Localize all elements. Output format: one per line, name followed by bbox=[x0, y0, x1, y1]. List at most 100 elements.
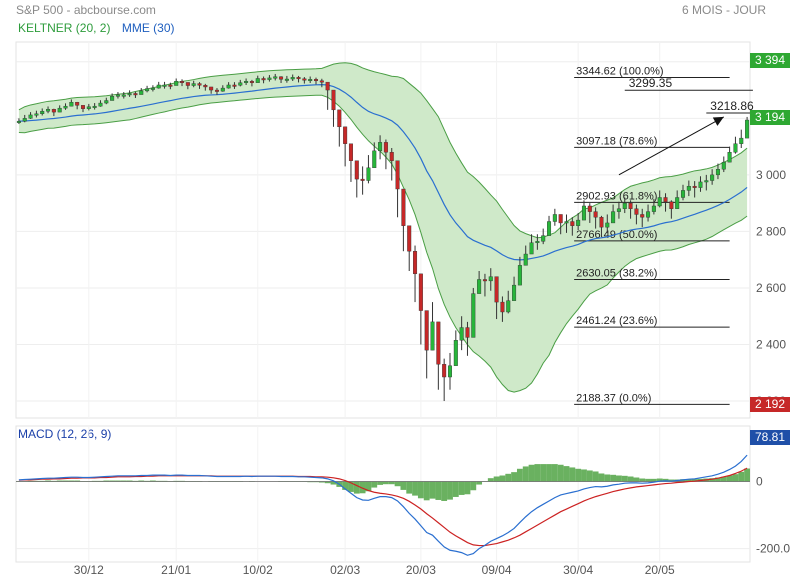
candle-body bbox=[663, 197, 668, 202]
candle-body bbox=[593, 211, 598, 218]
macd-histogram-bar bbox=[429, 481, 436, 499]
candle-body bbox=[92, 105, 97, 108]
candle-body bbox=[180, 81, 185, 83]
macd-histogram-bar bbox=[115, 480, 121, 482]
period-label[interactable]: 6 MOIS - JOUR bbox=[681, 3, 766, 17]
macd-histogram-bar bbox=[342, 481, 349, 490]
candle-body bbox=[576, 219, 581, 226]
trend-arrow-line bbox=[618, 116, 725, 176]
candle-body bbox=[698, 181, 703, 188]
macd-histogram-bar bbox=[68, 480, 75, 482]
badge-price-now: 3 194 bbox=[750, 110, 790, 125]
candle-body bbox=[471, 293, 476, 338]
candle-body bbox=[28, 114, 33, 119]
candle-body bbox=[727, 152, 732, 163]
candle-body bbox=[174, 81, 179, 86]
legend-keltner[interactable]: KELTNER (20, 2) bbox=[18, 21, 111, 35]
candle-body bbox=[622, 202, 627, 209]
keltner-upper bbox=[18, 62, 748, 239]
candle-body bbox=[459, 327, 464, 341]
macd-histogram-bar bbox=[56, 480, 63, 482]
macd-panel bbox=[16, 454, 750, 556]
candle-body bbox=[587, 205, 592, 212]
legend-mme[interactable]: MME (30) bbox=[121, 21, 175, 35]
candle-body bbox=[203, 85, 208, 88]
candle-body bbox=[552, 214, 557, 222]
candle-body bbox=[669, 201, 674, 209]
candle-body bbox=[244, 81, 249, 83]
macd-histogram-bar bbox=[412, 481, 418, 496]
candle-body bbox=[69, 102, 74, 107]
candle-body bbox=[407, 225, 412, 252]
candle-body bbox=[605, 222, 610, 228]
candle-body bbox=[646, 211, 651, 218]
macd-histogram-bar bbox=[650, 478, 657, 482]
macd-histogram-bar bbox=[470, 481, 477, 491]
macd-histogram-bar bbox=[406, 481, 413, 494]
candle-body bbox=[16, 120, 21, 123]
candle-body bbox=[500, 301, 505, 313]
fibonacci-label: 2461.24 (23.6%) bbox=[576, 315, 657, 327]
candle-body bbox=[110, 96, 115, 101]
candle-body bbox=[535, 241, 540, 244]
macd-histogram-bar bbox=[330, 481, 337, 485]
candle-body bbox=[139, 90, 144, 95]
candle-body bbox=[98, 102, 103, 107]
fibonacci-label: 2188.37 (0.0%) bbox=[576, 392, 651, 404]
candle-body bbox=[168, 84, 173, 87]
candle-body bbox=[447, 365, 452, 378]
candle-body bbox=[401, 188, 406, 226]
macd-histogram-bar bbox=[394, 481, 401, 487]
candle-body bbox=[185, 82, 190, 86]
x-tick-label: 09/04 bbox=[482, 563, 512, 577]
candle-body bbox=[395, 160, 400, 190]
candle-body bbox=[290, 77, 295, 80]
candle-body bbox=[488, 276, 493, 282]
macd-histogram-bar bbox=[45, 480, 51, 482]
x-tick-label: 21/01 bbox=[161, 563, 191, 577]
badge-price-top: 3 394 bbox=[750, 53, 790, 68]
badge-macd-now: 78.81 bbox=[750, 430, 790, 445]
trend-arrow bbox=[618, 116, 725, 176]
macd-histogram-bar bbox=[610, 474, 617, 482]
candle-body bbox=[284, 78, 289, 81]
candle-body bbox=[383, 142, 388, 153]
fibonacci-label: 3097.18 (78.6%) bbox=[576, 135, 657, 147]
candle-body bbox=[261, 78, 266, 81]
candle-body bbox=[249, 81, 254, 83]
macd-histogram-bar bbox=[365, 481, 372, 492]
x-tick-label: 10/02 bbox=[243, 563, 273, 577]
macd-histogram-bar bbox=[668, 479, 675, 482]
macd-histogram-bar bbox=[732, 474, 739, 482]
candle-body bbox=[22, 118, 27, 122]
macd-histogram-bar bbox=[540, 464, 547, 482]
macd-histogram-bar bbox=[685, 479, 692, 482]
macd-histogram-bar bbox=[103, 480, 110, 482]
candle-body bbox=[296, 77, 301, 80]
macd-histogram-bar bbox=[353, 481, 360, 494]
candle-body bbox=[721, 161, 726, 170]
level-label: 3299.35 bbox=[629, 76, 673, 90]
macd-histogram-bar bbox=[493, 476, 500, 482]
candle-body bbox=[675, 197, 680, 209]
candle-body bbox=[512, 284, 517, 301]
macd-histogram-bar bbox=[149, 480, 156, 482]
macd-histogram-bar bbox=[534, 464, 541, 482]
macd-histogram-bar bbox=[400, 481, 407, 490]
candle-body bbox=[453, 340, 458, 366]
macd-histogram-bar bbox=[452, 481, 459, 497]
macd-legend[interactable]: MACD (12, 26, 9) bbox=[18, 427, 112, 441]
candle-body bbox=[343, 126, 348, 144]
macd-histogram-bar bbox=[423, 481, 430, 501]
candle-body bbox=[442, 364, 447, 378]
fibonacci-label: 2630.05 (38.2%) bbox=[576, 267, 657, 279]
macd-histogram-bar bbox=[441, 481, 448, 501]
macd-histogram-bar bbox=[522, 466, 529, 482]
candle-body bbox=[436, 321, 441, 365]
candle-body bbox=[477, 279, 482, 294]
macd-histogram-bar bbox=[359, 481, 366, 494]
y-tick-label: 2 400 bbox=[756, 337, 786, 351]
macd-histogram-bar bbox=[476, 481, 483, 485]
candle-body bbox=[681, 190, 686, 198]
